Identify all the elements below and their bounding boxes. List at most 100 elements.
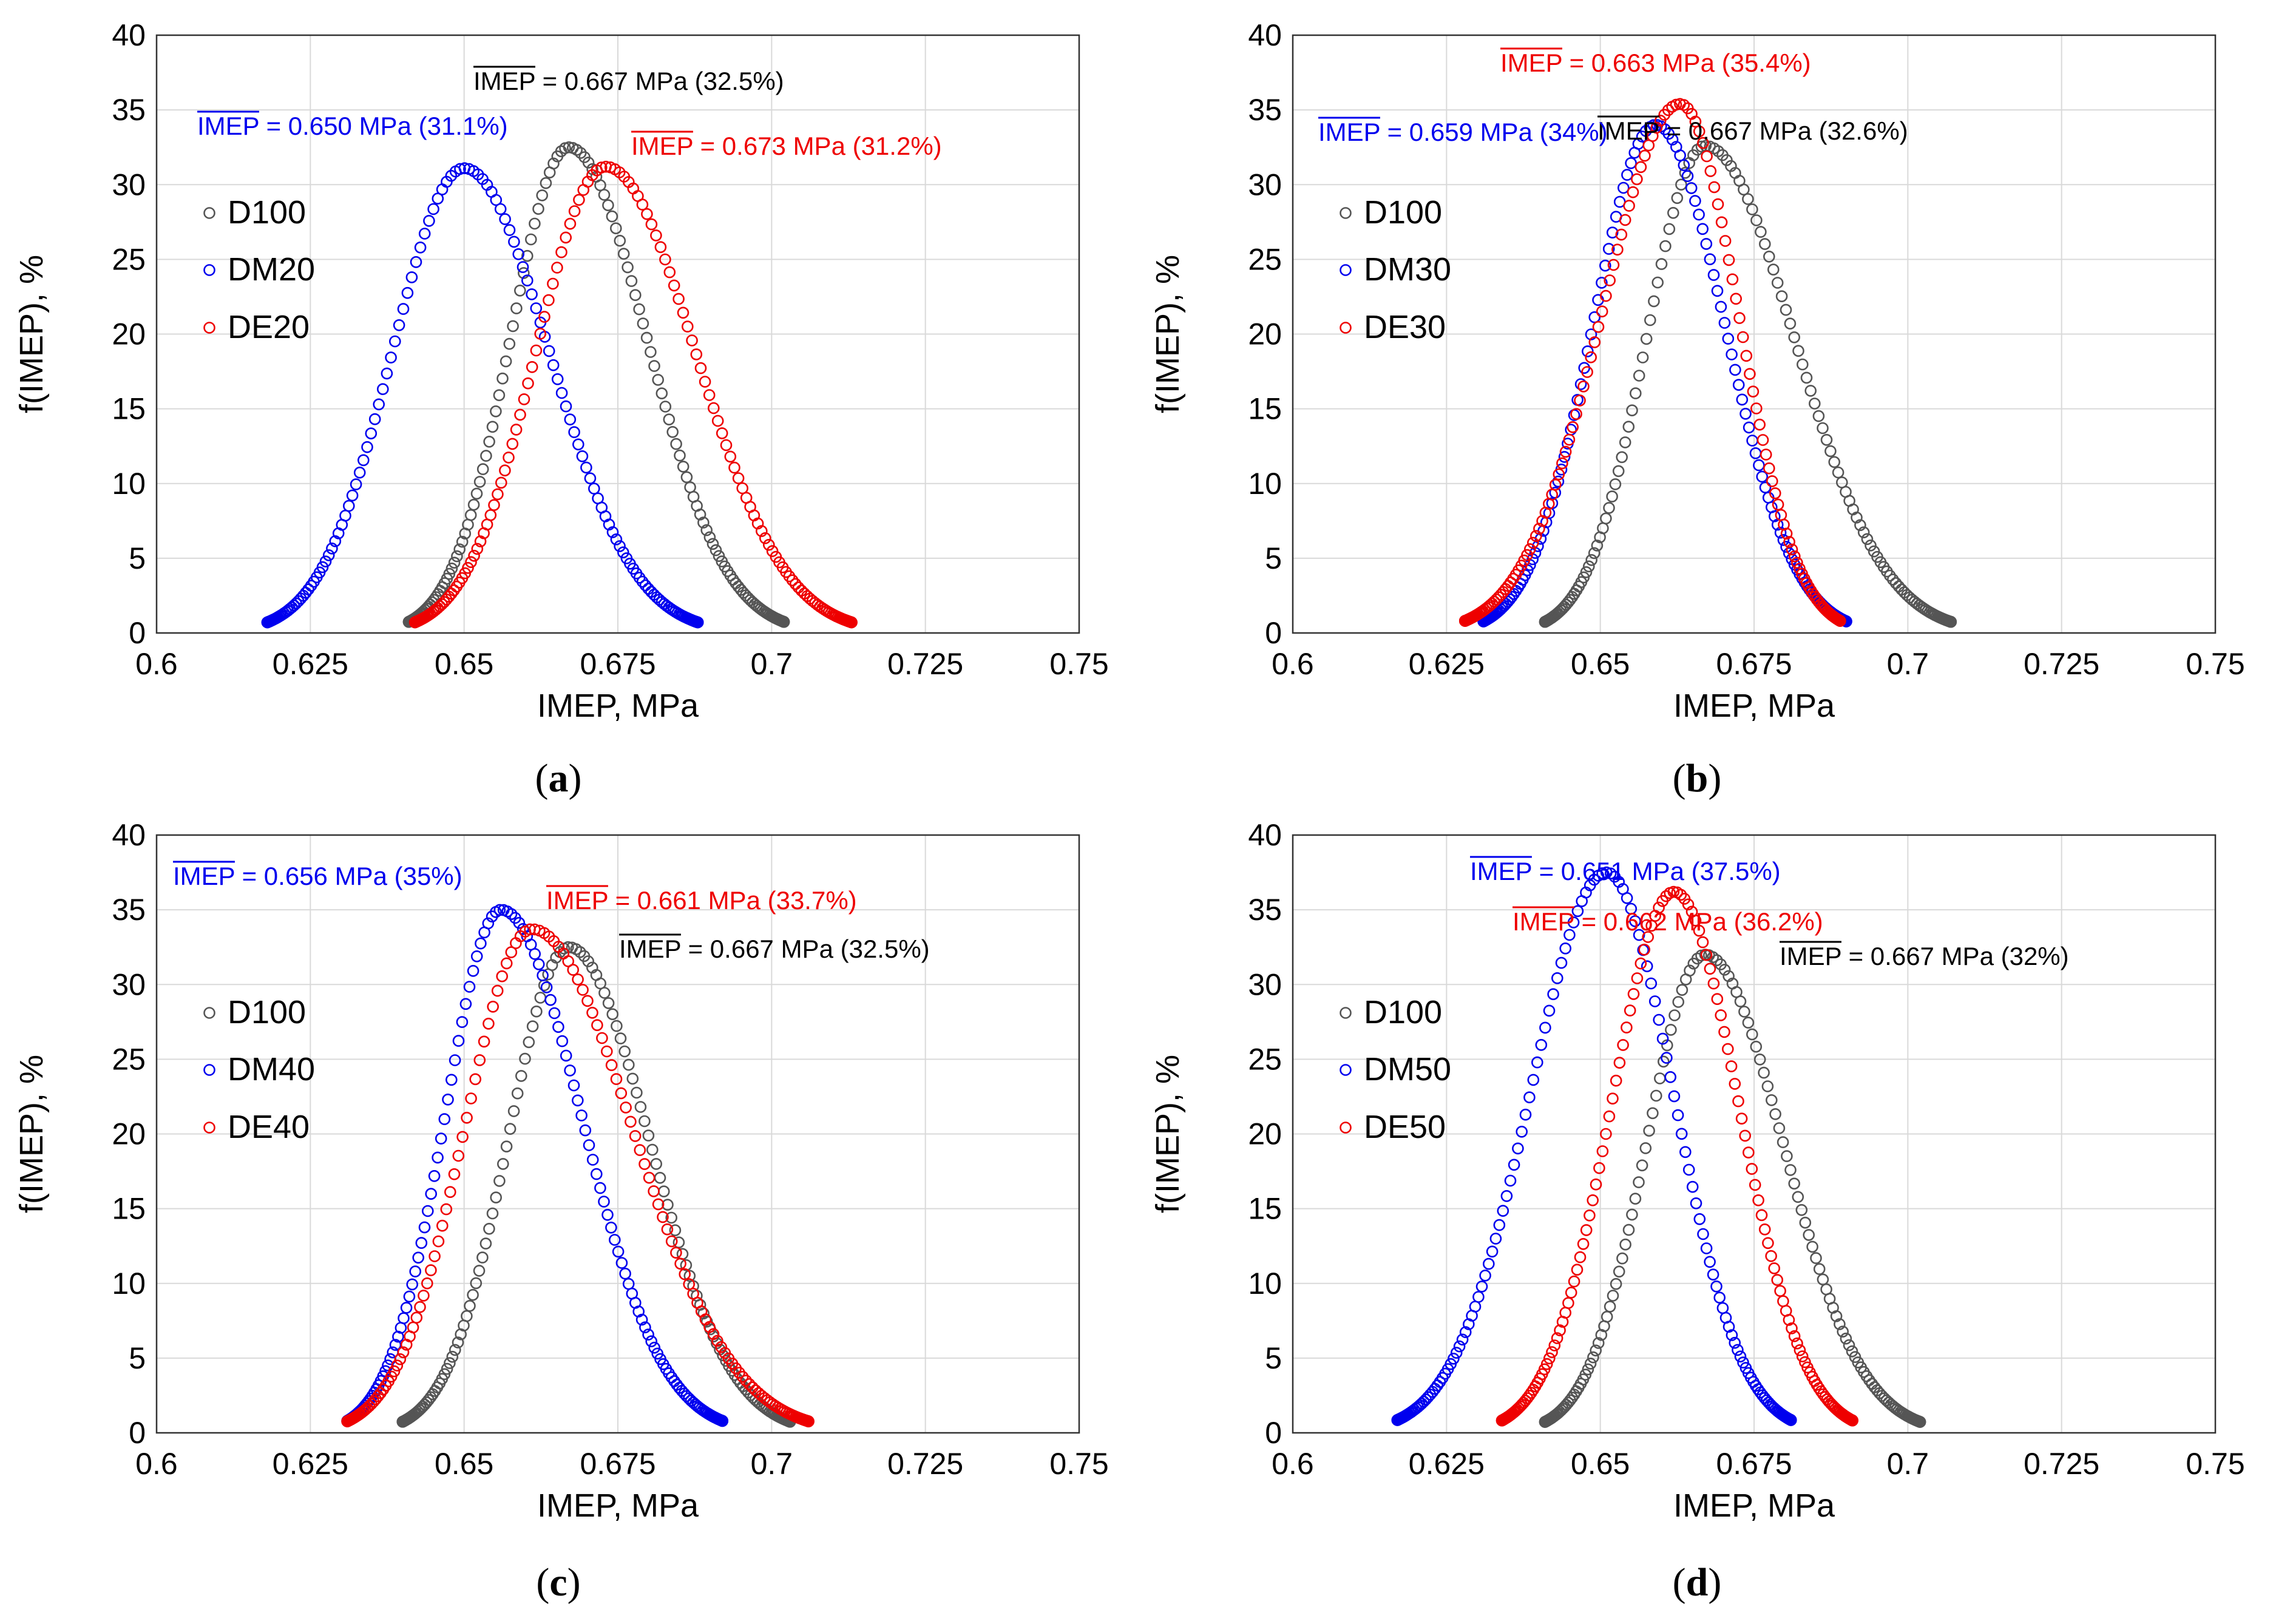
x-tick-label: 0.675	[580, 1447, 655, 1481]
data-point	[615, 1257, 628, 1269]
data-point	[1642, 931, 1655, 943]
data-point	[1713, 1291, 1726, 1304]
data-point	[511, 1087, 524, 1100]
data-point	[461, 1111, 473, 1124]
data-point	[1616, 1252, 1628, 1265]
data-point	[1762, 1237, 1774, 1250]
data-point	[444, 1186, 456, 1199]
data-point	[1735, 1112, 1748, 1125]
data-point	[475, 937, 487, 950]
data-point	[1631, 173, 1643, 186]
data-point	[633, 303, 645, 316]
data-point	[1834, 615, 1846, 627]
data-point	[1732, 1095, 1744, 1108]
data-point	[503, 337, 516, 350]
series-D100	[1539, 140, 1957, 628]
data-point	[1644, 314, 1656, 326]
mean-symbol: IMEP	[619, 935, 681, 963]
y-tick-label: 40	[1248, 818, 1282, 852]
data-point	[715, 1341, 727, 1353]
data-point	[1772, 498, 1784, 511]
data-point	[1521, 549, 1533, 561]
data-point	[716, 427, 728, 439]
legend-marker	[1340, 1122, 1352, 1134]
data-point	[503, 452, 515, 464]
data-point	[732, 472, 745, 484]
data-point	[1742, 1146, 1755, 1159]
data-point	[381, 367, 393, 380]
data-point	[736, 1370, 749, 1383]
data-point	[650, 229, 662, 242]
data-point	[1553, 468, 1565, 481]
data-point	[1563, 594, 1576, 606]
data-point	[602, 199, 614, 212]
data-point	[548, 1007, 561, 1020]
data-point	[736, 482, 748, 495]
y-axis-title: f(IMEP), %	[13, 1055, 50, 1213]
data-point	[1758, 1223, 1771, 1236]
data-point	[517, 267, 530, 279]
data-point	[418, 1221, 431, 1234]
y-tick-label: 20	[1248, 317, 1282, 351]
data-point	[488, 499, 500, 512]
data-point	[393, 319, 405, 331]
y-axis-title: f(IMEP), %	[1150, 1055, 1186, 1213]
data-point	[490, 194, 503, 206]
data-point	[470, 1277, 483, 1290]
data-point	[626, 1072, 639, 1085]
data-point	[376, 383, 389, 396]
data-point	[1469, 1301, 1482, 1313]
data-point	[1567, 421, 1579, 433]
data-point	[1812, 410, 1825, 422]
data-point	[1792, 345, 1804, 357]
series-DE20	[408, 160, 858, 629]
data-point	[432, 192, 444, 205]
data-point	[350, 478, 362, 490]
data-point	[1551, 1332, 1563, 1344]
data-point	[1523, 543, 1536, 555]
data-point	[1765, 1250, 1777, 1262]
data-point	[1607, 1092, 1619, 1105]
data-point	[1621, 169, 1633, 181]
data-point	[465, 556, 477, 569]
data-point	[716, 1415, 729, 1427]
data-point	[1523, 1389, 1536, 1402]
data-point	[683, 1278, 695, 1290]
data-point	[582, 955, 595, 967]
data-point	[530, 302, 543, 314]
mean-annotation: IMEP = 0.659 MPa (34%)	[1318, 117, 1608, 146]
data-point	[403, 1290, 416, 1303]
data-point	[1682, 898, 1695, 911]
data-point	[1722, 333, 1735, 345]
data-point	[1603, 502, 1615, 514]
data-point	[646, 1143, 659, 1156]
data-point	[1820, 433, 1833, 446]
y-axis-title: f(IMEP), %	[13, 255, 50, 413]
data-point	[610, 1073, 623, 1085]
mean-symbol: IMEP	[1318, 118, 1380, 146]
data-point	[1475, 1281, 1488, 1293]
data-point	[388, 1365, 401, 1378]
data-point	[1721, 1043, 1734, 1055]
data-point	[584, 472, 597, 485]
data-point	[507, 320, 519, 333]
gridlines	[156, 35, 1080, 634]
data-point	[1766, 1094, 1778, 1106]
data-point	[1659, 240, 1672, 252]
data-point	[568, 205, 581, 217]
y-tick-label: 20	[112, 1117, 146, 1151]
series-DE30	[1458, 98, 1846, 627]
data-point	[1675, 1128, 1688, 1140]
data-point	[1633, 1176, 1645, 1188]
data-point	[1599, 259, 1611, 272]
data-point	[1777, 1295, 1789, 1307]
data-point	[1623, 200, 1635, 212]
data-point	[1664, 1071, 1677, 1083]
data-point	[1600, 512, 1612, 525]
data-point	[452, 1035, 465, 1047]
data-point	[452, 1336, 464, 1348]
data-point	[1830, 1310, 1843, 1322]
data-point	[530, 1005, 543, 1018]
legend-label: DM20	[228, 251, 315, 288]
data-point	[1701, 150, 1713, 163]
